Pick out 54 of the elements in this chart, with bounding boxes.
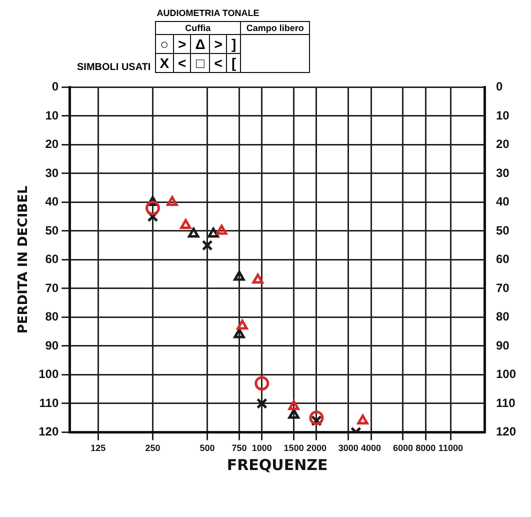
y2-tick-label: 10	[496, 108, 510, 122]
y2-tick-label: 80	[496, 310, 510, 324]
text: Cuffia	[155, 22, 241, 34]
y-tick-label: 30	[45, 166, 59, 180]
y2-tick-label: 110	[496, 396, 516, 410]
y-tick-label: 100	[38, 367, 59, 382]
y-tick-label: 70	[45, 280, 59, 295]
x-tick-label: 1500	[284, 443, 304, 454]
y-tick-label: 120	[38, 424, 59, 439]
text: <	[210, 54, 227, 72]
y-tick-label: 110	[39, 396, 59, 410]
y2-tick-label: 40	[496, 194, 510, 209]
x-tick-label: 1000	[252, 443, 272, 454]
y2-tick-label: 100	[496, 367, 516, 382]
x-tick-label: 6000	[392, 443, 413, 454]
x-tick-label: 4000	[361, 443, 382, 454]
y2-tick-label: 70	[496, 280, 510, 295]
x-tick-label: 8000	[416, 443, 436, 454]
chart-title: AUDIOMETRIA TONALE	[156, 8, 260, 18]
text: >	[210, 34, 227, 54]
x-axis-title: FREQUENZE	[226, 456, 328, 474]
y-tick-label: 80	[45, 310, 59, 324]
x-tick-label: 3000	[338, 443, 358, 454]
y-tick-label: 0	[52, 80, 59, 94]
text: SIMBOLI USATI	[76, 60, 152, 72]
y-axis-title: PERDITA IN DECIBEL	[16, 186, 32, 334]
text: ]	[226, 34, 241, 54]
y2-tick-label: 90	[496, 338, 510, 352]
y2-tick-label: 20	[496, 137, 510, 152]
text: <	[174, 54, 191, 72]
text: □	[190, 54, 210, 72]
y-tick-label: 40	[45, 194, 59, 209]
text: Δ	[190, 34, 210, 54]
x-tick-label: 2000	[306, 443, 326, 454]
x-tick-label: 250	[145, 443, 160, 454]
x-tick-label: 11000	[438, 443, 463, 454]
y-tick-label: 50	[45, 223, 59, 238]
text: X	[155, 54, 174, 72]
y-tick-label: 90	[45, 338, 59, 352]
text: Campo libero	[240, 22, 310, 34]
y2-tick-label: 60	[496, 252, 510, 266]
text: [	[226, 54, 241, 72]
y-tick-label: 20	[45, 137, 59, 152]
x-tick-label: 500	[200, 443, 215, 454]
text: >	[174, 34, 191, 54]
y-tick-label: 60	[45, 252, 59, 266]
y2-tick-label: 0	[496, 80, 503, 94]
y2-tick-label: 30	[496, 166, 510, 180]
y2-tick-label: 120	[496, 424, 516, 439]
x-tick-label: 125	[90, 443, 106, 454]
y2-tick-label: 50	[496, 223, 510, 238]
text: ○	[155, 34, 174, 54]
y-tick-label: 10	[45, 108, 59, 122]
x-tick-label: 750	[232, 443, 247, 454]
